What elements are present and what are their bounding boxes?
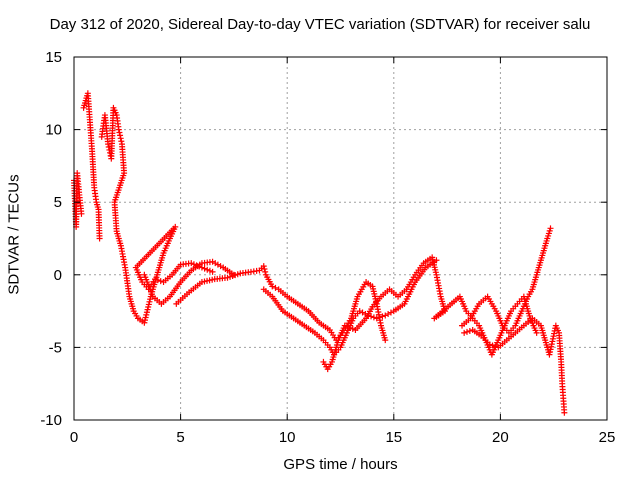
x-tick-label: 5 <box>176 429 184 446</box>
data-point <box>385 311 392 318</box>
y-tick-label: 5 <box>54 194 62 211</box>
x-tick-label: 20 <box>492 429 509 446</box>
data-point <box>146 298 153 305</box>
data-point <box>344 323 351 330</box>
data-point <box>152 276 159 283</box>
data-point <box>261 265 268 272</box>
y-tick-label: -5 <box>49 339 62 356</box>
data-point <box>349 325 356 332</box>
data-point <box>463 328 470 335</box>
data-point <box>533 329 540 336</box>
data-point <box>144 306 151 313</box>
data-point <box>147 296 154 303</box>
axis-ticks: 0 5 10 15 20 25 -10 -5 0 5 10 15 <box>40 49 615 446</box>
data-point <box>341 322 348 329</box>
data-point <box>143 309 150 316</box>
data-point <box>105 144 112 151</box>
data-point <box>96 235 103 242</box>
data-point <box>347 324 354 331</box>
data-point <box>359 309 366 316</box>
data-point <box>157 278 164 285</box>
data-point <box>370 314 377 321</box>
x-axis-label: GPS time / hours <box>283 456 398 473</box>
data-point <box>262 268 269 275</box>
y-tick-label: 15 <box>45 49 62 66</box>
data-point <box>387 309 394 316</box>
data-point <box>78 210 85 217</box>
data-point <box>269 283 276 290</box>
data-point <box>105 141 112 148</box>
y-tick-label: 0 <box>54 267 62 284</box>
data-point <box>117 132 124 139</box>
data-point <box>143 311 150 318</box>
data-point <box>260 263 267 270</box>
x-tick-label: 0 <box>70 429 78 446</box>
data-point <box>382 312 389 319</box>
data-point <box>272 284 279 291</box>
data-point <box>145 301 152 308</box>
data-point <box>206 267 213 274</box>
x-tick-label: 10 <box>279 429 296 446</box>
chart-title: Day 312 of 2020, Sidereal Day-to-day VTE… <box>49 16 591 33</box>
data-point <box>547 225 554 232</box>
y-tick-label: 10 <box>45 122 62 139</box>
data-point <box>373 315 380 322</box>
data-point <box>461 329 468 336</box>
data-point <box>382 337 389 344</box>
data-point <box>145 304 152 311</box>
data-point <box>489 342 496 349</box>
data-point <box>201 265 208 272</box>
data-point <box>118 138 125 145</box>
x-tick-label: 25 <box>599 429 616 446</box>
data-point <box>486 341 493 348</box>
y-axis-label: SDTVAR / TECUs <box>5 174 23 295</box>
data-point <box>376 314 383 321</box>
data-point <box>142 314 149 321</box>
data-point <box>117 135 124 142</box>
data-point <box>154 277 161 284</box>
data-point <box>204 266 211 273</box>
grid <box>74 57 607 420</box>
data-point <box>209 268 216 275</box>
data-point <box>188 260 195 267</box>
data-point <box>116 129 123 136</box>
data-point <box>141 317 148 324</box>
data-point <box>379 313 386 320</box>
plot-frame <box>73 56 608 421</box>
data-point <box>141 319 148 326</box>
data-point <box>115 126 122 133</box>
y-tick-label: -10 <box>40 412 62 429</box>
data-point <box>561 409 568 416</box>
data-points <box>71 90 568 416</box>
data-point <box>492 343 499 350</box>
x-tick-label: 15 <box>385 429 402 446</box>
